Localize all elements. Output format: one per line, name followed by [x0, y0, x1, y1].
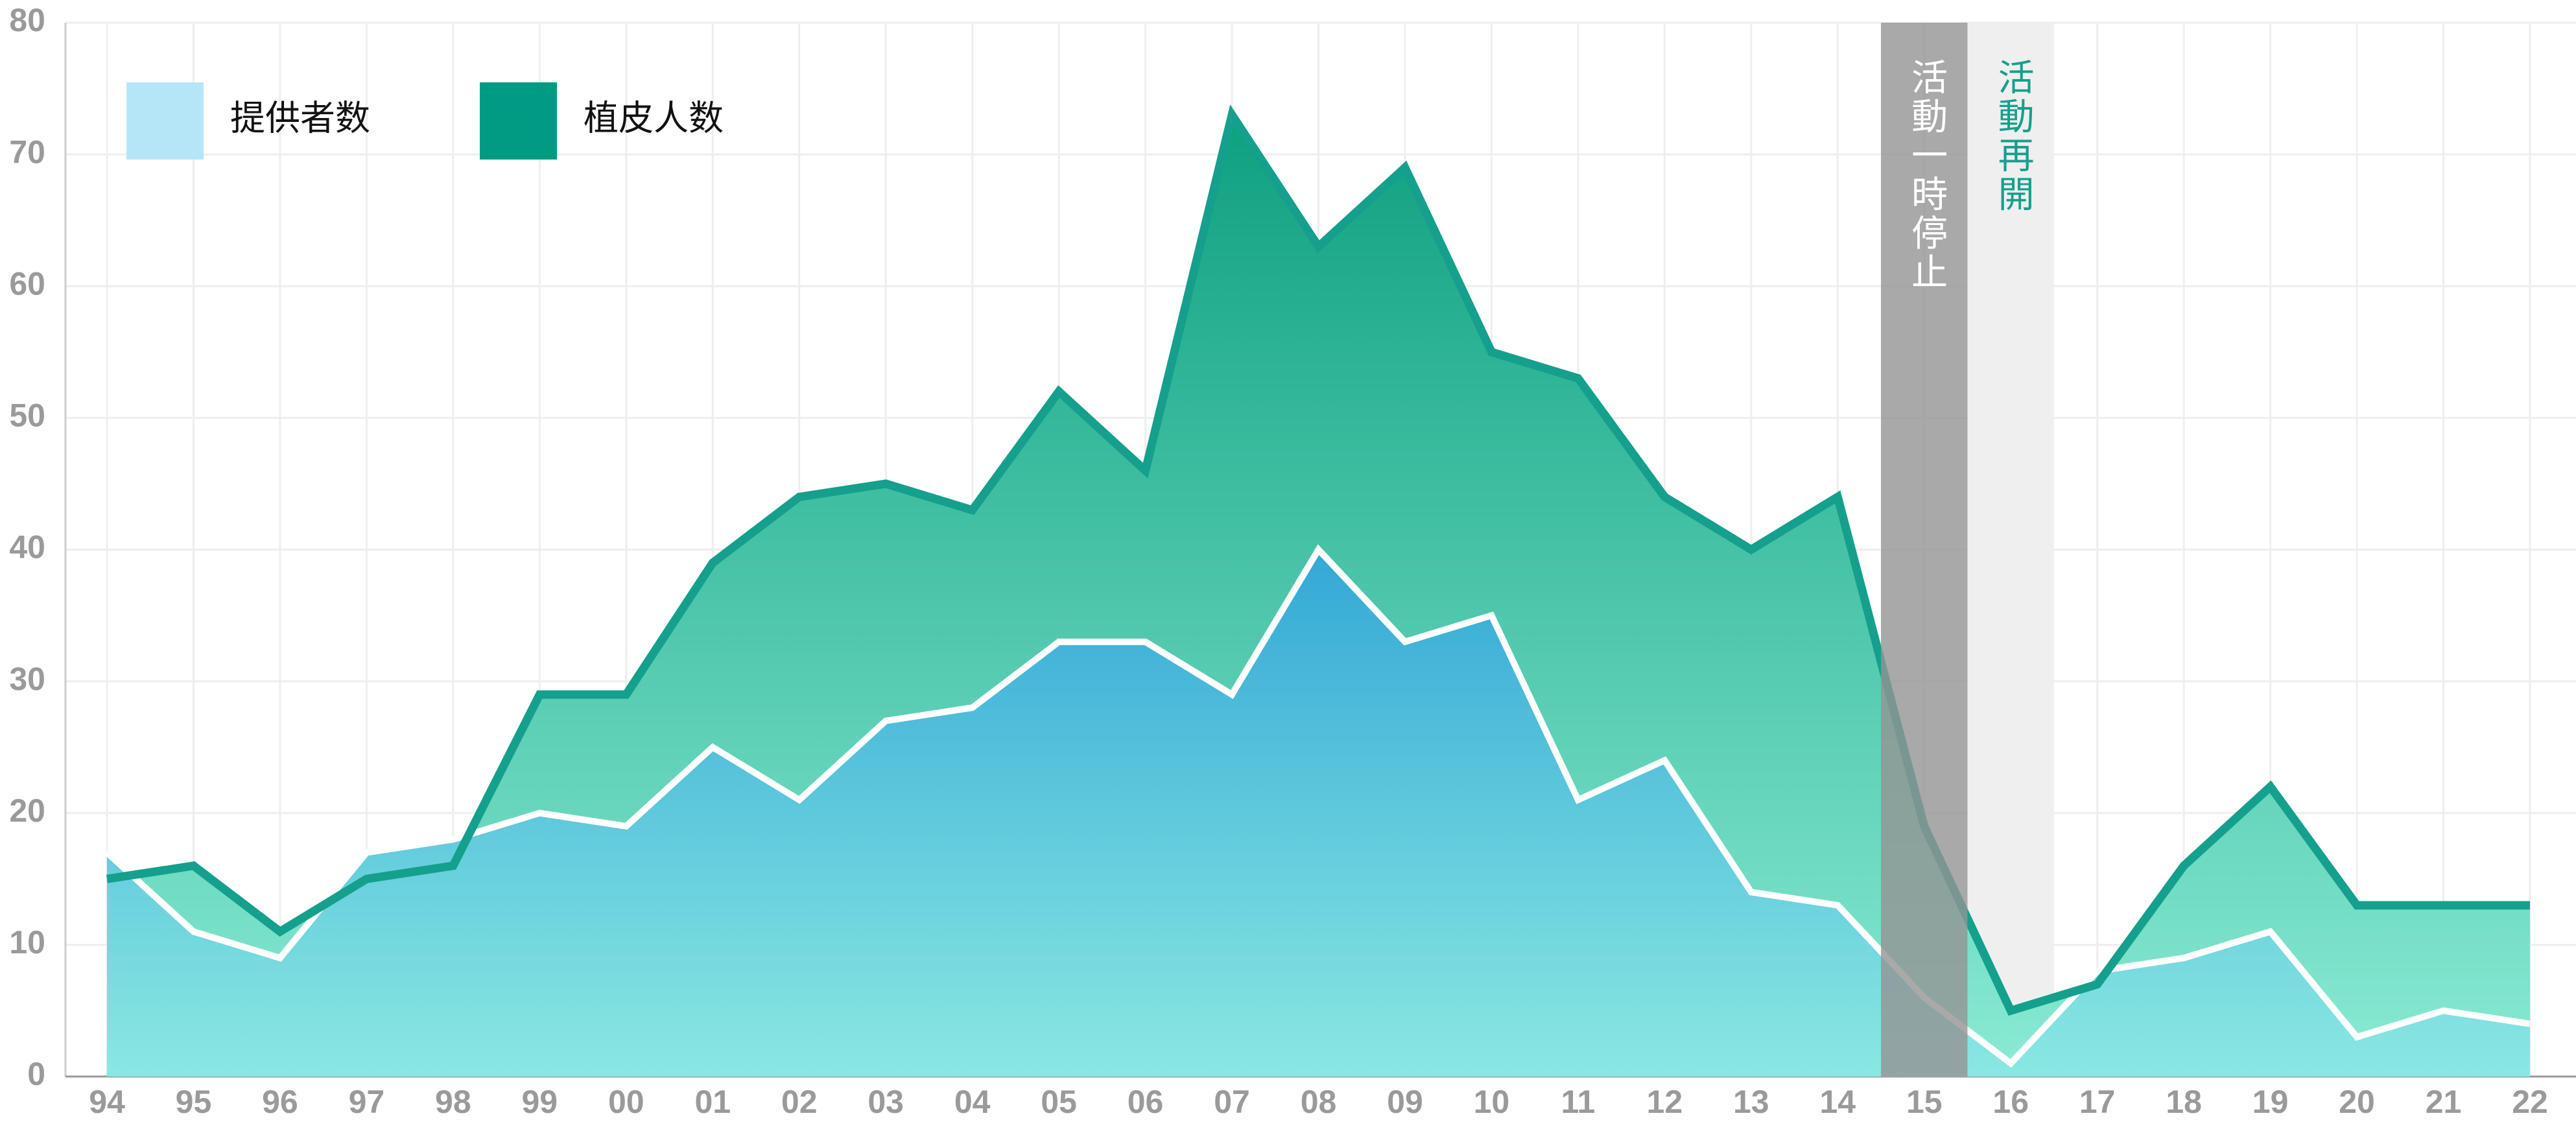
x-tick-label: 01 [694, 1084, 731, 1120]
y-tick-label: 80 [9, 2, 45, 38]
line [104, 544, 2531, 1068]
y-tick-label: 40 [9, 529, 45, 566]
x-tick-label: 18 [2166, 1084, 2202, 1120]
x-tick-label: 17 [2079, 1084, 2116, 1120]
x-tick-label: 94 [89, 1084, 125, 1120]
y-tick-label: 30 [9, 661, 45, 697]
y-tick-label: 10 [9, 924, 45, 960]
x-tick-label: 99 [522, 1084, 558, 1120]
legend-label: 提供者数 [230, 98, 370, 139]
x-tick-label: 20 [2339, 1084, 2375, 1120]
x-tick-label: 10 [1474, 1084, 1510, 1120]
y-tick-label: 0 [27, 1056, 45, 1092]
x-tick-label: 02 [781, 1084, 818, 1120]
legend-label: 植皮人数 [584, 98, 724, 139]
x-tick-label: 15 [1906, 1084, 1943, 1120]
legend-swatch [480, 82, 557, 160]
x-tick-label: 05 [1041, 1084, 1077, 1120]
x-tick-label: 13 [1733, 1084, 1769, 1120]
x-tick-label: 04 [954, 1084, 991, 1120]
x-tick-label: 22 [2512, 1084, 2548, 1120]
x-tick-label: 95 [176, 1084, 212, 1120]
x-tick-label: 14 [1819, 1084, 1856, 1120]
x-tick-label: 06 [1128, 1084, 1164, 1120]
annotation-band [1881, 23, 1968, 1077]
x-tick-label: 16 [1992, 1084, 2029, 1120]
x-tick-label: 21 [2426, 1084, 2462, 1120]
x-tick-label: 07 [1214, 1084, 1250, 1120]
x-tick-label: 97 [349, 1084, 385, 1120]
x-tick-label: 19 [2252, 1084, 2289, 1120]
x-tick-label: 03 [868, 1084, 904, 1120]
x-tick-label: 09 [1387, 1084, 1423, 1120]
y-tick-label: 60 [9, 265, 45, 302]
annotation-text: 活動一時停止 [1906, 58, 1948, 292]
legend-swatch [126, 82, 204, 160]
y-tick-label: 70 [9, 134, 45, 170]
x-tick-label: 12 [1647, 1084, 1683, 1120]
x-tick-label: 98 [435, 1084, 471, 1120]
annotation-band [1967, 23, 2054, 1077]
y-tick-label: 50 [9, 398, 45, 434]
x-tick-label: 11 [1561, 1084, 1595, 1120]
x-tick-label: 08 [1301, 1084, 1337, 1120]
area [107, 549, 2530, 1077]
annotation-text: 活動再開 [1992, 58, 2034, 214]
x-tick-label: 00 [608, 1084, 644, 1120]
line [106, 104, 2530, 1016]
y-tick-label: 20 [9, 792, 45, 829]
x-tick-label: 96 [262, 1084, 298, 1120]
